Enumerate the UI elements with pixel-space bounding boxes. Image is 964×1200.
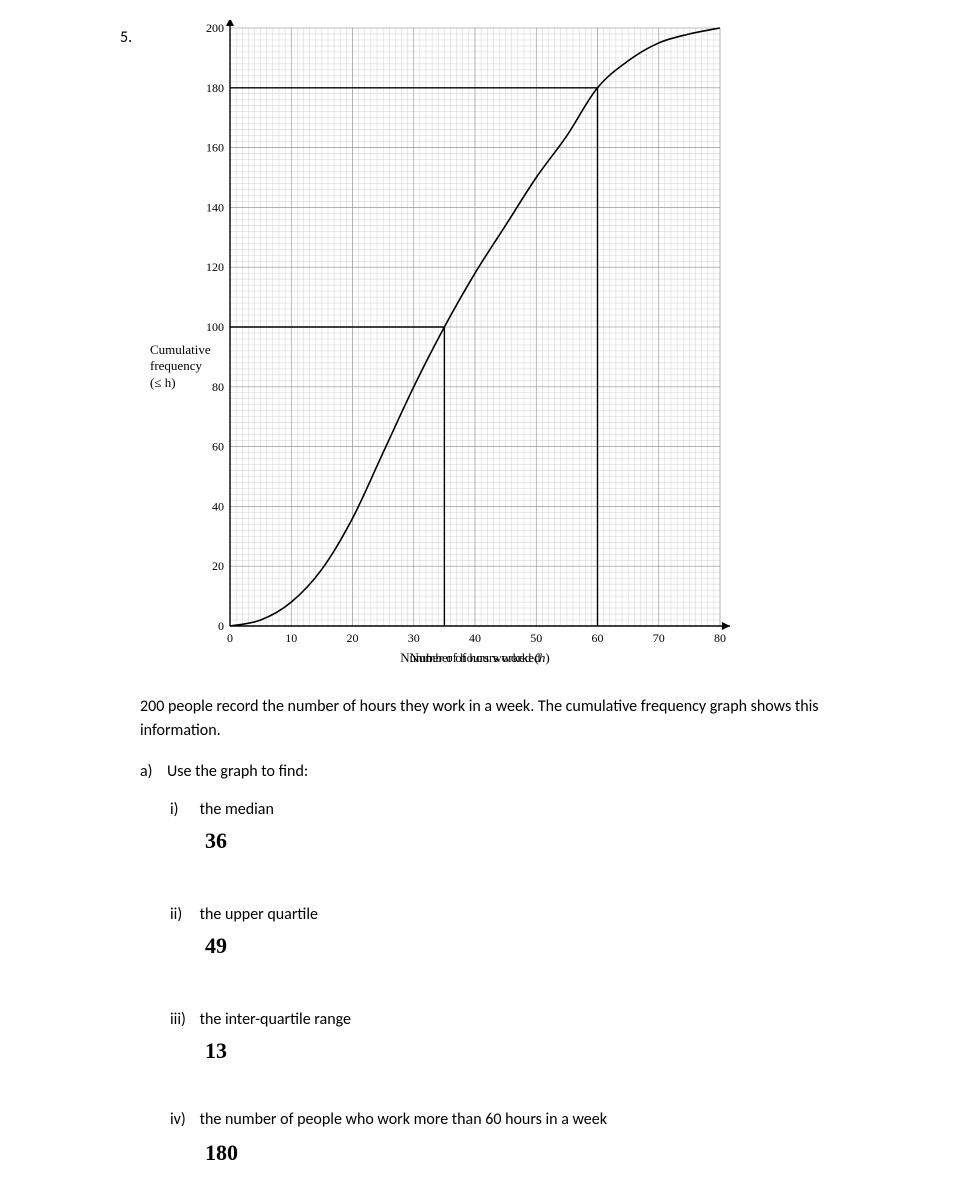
cumulative-frequency-chart: Cumulative frequency (≤ h) 0102030405060… xyxy=(150,20,770,680)
sub-question-i: i) the median xyxy=(170,800,884,819)
svg-text:40: 40 xyxy=(469,631,481,645)
svg-text:20: 20 xyxy=(347,631,359,645)
sub-question-iii: iii) the inter-quartile range xyxy=(170,1010,884,1029)
question-number: 5. xyxy=(120,28,132,47)
sub-iii-label: iii) xyxy=(170,1010,196,1029)
y-axis-label-line1: Cumulative xyxy=(150,342,211,357)
svg-text:50: 50 xyxy=(530,631,542,645)
svg-text:160: 160 xyxy=(206,141,224,155)
y-axis-label-line3: (≤ h) xyxy=(150,375,176,390)
svg-text:140: 140 xyxy=(206,200,224,214)
sub-question-iv: iv) the number of people who work more t… xyxy=(170,1110,884,1129)
y-axis-label: Cumulative frequency (≤ h) xyxy=(150,342,228,391)
sub-question-ii: ii) the upper quartile xyxy=(170,905,884,924)
answer-i: 36 xyxy=(205,828,227,854)
part-a: a) Use the graph to find: xyxy=(140,760,884,784)
svg-text:0: 0 xyxy=(218,619,224,633)
svg-text:60: 60 xyxy=(212,440,224,454)
part-a-label: a) xyxy=(140,762,153,781)
svg-text:Number of hours worked (h): Number of hours worked (h) xyxy=(400,650,549,665)
svg-text:180: 180 xyxy=(206,81,224,95)
svg-text:70: 70 xyxy=(653,631,665,645)
svg-text:100: 100 xyxy=(206,320,224,334)
sub-iii-text: the inter-quartile range xyxy=(200,1010,351,1029)
svg-text:80: 80 xyxy=(714,631,726,645)
answer-ii: 49 xyxy=(205,933,227,959)
svg-text:20: 20 xyxy=(212,559,224,573)
sub-iv-text: the number of people who work more than … xyxy=(200,1110,607,1129)
svg-text:60: 60 xyxy=(592,631,604,645)
svg-text:40: 40 xyxy=(212,499,224,513)
answer-iii: 13 xyxy=(205,1038,227,1064)
sub-iv-label: iv) xyxy=(170,1110,196,1129)
part-a-text: Use the graph to find: xyxy=(167,762,308,781)
sub-ii-label: ii) xyxy=(170,905,196,924)
chart-svg: 0102030405060708002040608010012014016018… xyxy=(150,20,770,680)
y-axis-label-line2: frequency xyxy=(150,358,202,373)
svg-text:10: 10 xyxy=(285,631,297,645)
sub-i-label: i) xyxy=(170,800,196,819)
svg-text:120: 120 xyxy=(206,260,224,274)
answer-iv: 180 xyxy=(205,1140,238,1166)
svg-text:30: 30 xyxy=(408,631,420,645)
svg-text:200: 200 xyxy=(206,21,224,35)
worksheet-page: 5. Cumulative frequency (≤ h) 0 10 20 30 40 5… xyxy=(0,0,964,1200)
intro-text: 200 people record the number of hours th… xyxy=(140,695,884,743)
sub-i-text: the median xyxy=(200,800,274,819)
svg-text:0: 0 xyxy=(227,631,233,645)
sub-ii-text: the upper quartile xyxy=(200,905,318,924)
